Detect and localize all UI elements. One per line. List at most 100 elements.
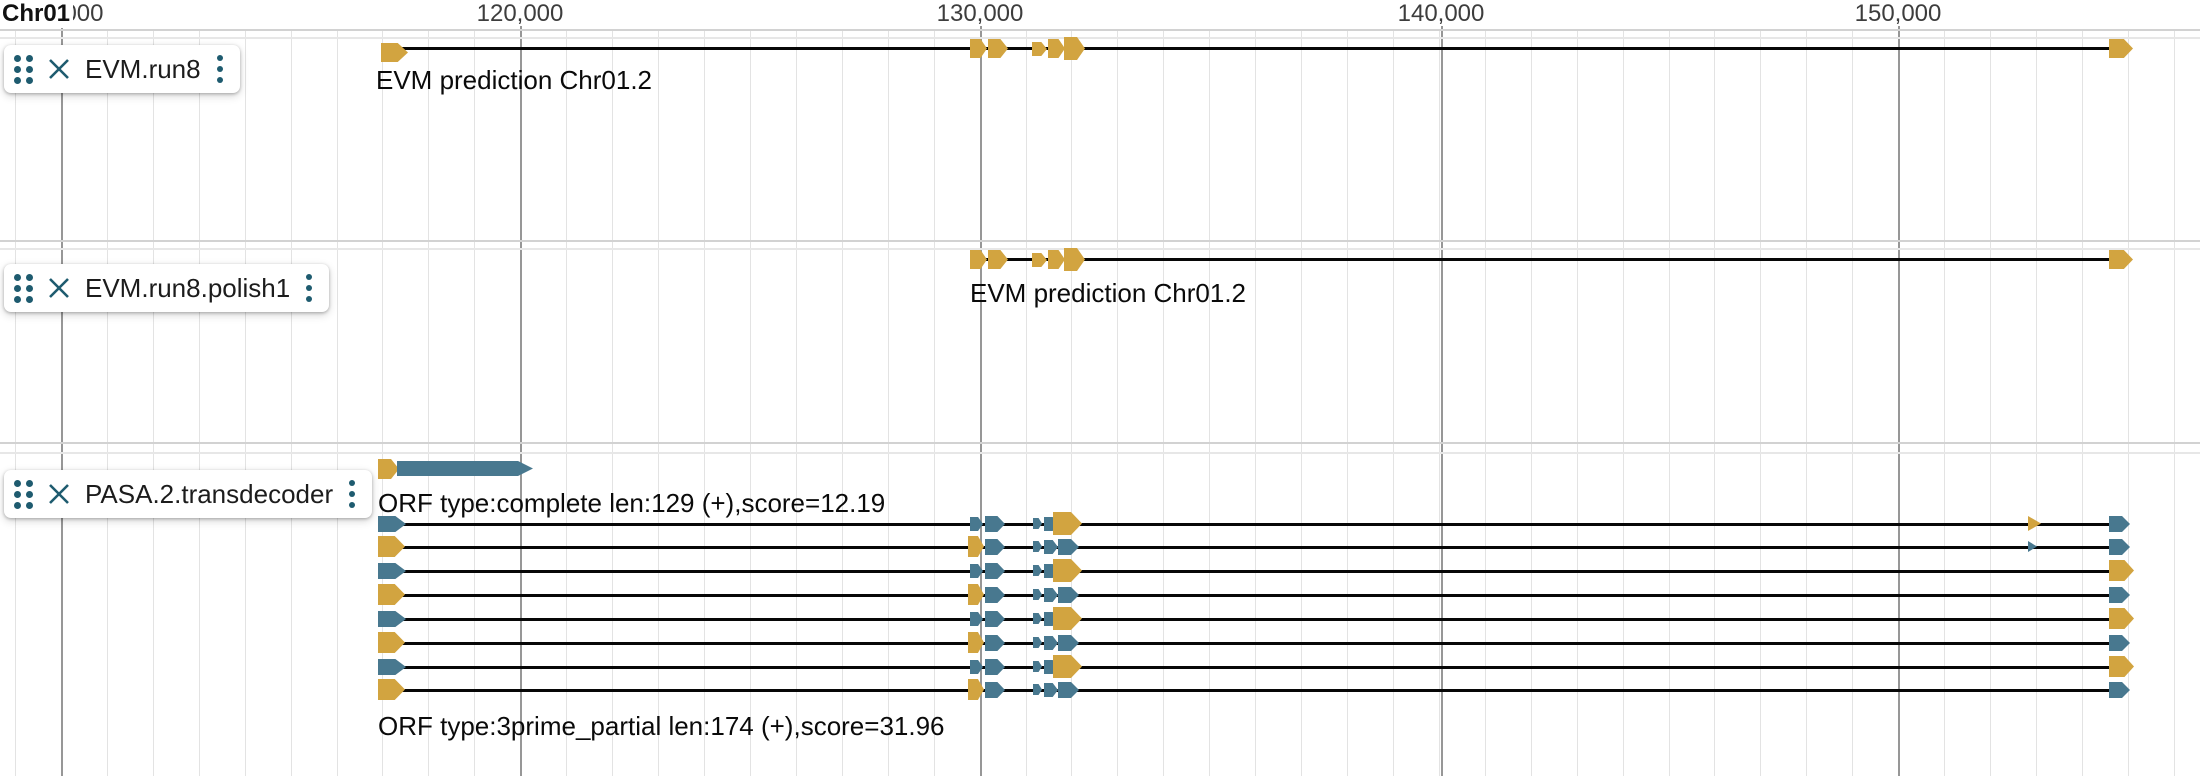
exon-block[interactable]: [1048, 250, 1065, 269]
exon-block[interactable]: [1053, 607, 1082, 630]
exon-block[interactable]: [1048, 39, 1065, 58]
exon-block[interactable]: [1058, 587, 1079, 603]
exon-block[interactable]: [2109, 516, 2130, 532]
exon-block[interactable]: [1033, 518, 1042, 529]
exon-block[interactable]: [2109, 682, 2130, 698]
exon-block[interactable]: [968, 679, 984, 700]
exon-block[interactable]: [1033, 541, 1042, 552]
exon-block[interactable]: [1053, 512, 1082, 535]
track-menu-icon[interactable]: [303, 274, 315, 302]
exon-block[interactable]: [968, 584, 984, 605]
exon-block[interactable]: [985, 682, 1005, 698]
exon-block[interactable]: [2109, 39, 2133, 58]
exon-block[interactable]: [988, 250, 1008, 269]
gridline-minor: [933, 30, 935, 776]
drag-handle-icon[interactable]: [14, 54, 33, 84]
exon-block[interactable]: [985, 563, 1005, 579]
exon-block[interactable]: [378, 611, 406, 627]
exon-block[interactable]: [970, 39, 987, 58]
exon-block[interactable]: [988, 39, 1008, 58]
exon-block[interactable]: [378, 516, 406, 532]
feature-label: EVM prediction Chr01.2: [376, 65, 653, 95]
exon-block[interactable]: [381, 43, 408, 62]
gene-body-line[interactable]: [388, 570, 2127, 573]
exon-block[interactable]: [2109, 560, 2134, 581]
exon-block[interactable]: [970, 612, 983, 626]
exon-block[interactable]: [1058, 635, 1079, 651]
exon-block[interactable]: [2028, 516, 2041, 531]
exon-block[interactable]: [1032, 253, 1047, 267]
gene-body-line[interactable]: [388, 689, 2127, 692]
close-track-icon[interactable]: [46, 481, 72, 507]
exon-block[interactable]: [968, 632, 984, 653]
exon-block[interactable]: [985, 587, 1005, 603]
track-label-chip[interactable]: PASA.2.transdecoder: [4, 470, 373, 518]
exon-block[interactable]: [985, 539, 1005, 555]
drag-handle-icon[interactable]: [14, 273, 33, 303]
exon-block[interactable]: [2109, 539, 2130, 555]
exon-block[interactable]: [378, 679, 405, 700]
gene-body-line[interactable]: [388, 618, 2127, 621]
exon-block[interactable]: [1044, 540, 1058, 554]
exon-block[interactable]: [397, 461, 533, 476]
exon-block[interactable]: [1044, 636, 1058, 650]
gene-body-line[interactable]: [388, 666, 2127, 669]
exon-block[interactable]: [378, 536, 405, 557]
track-boundary: [0, 248, 2200, 250]
exon-block[interactable]: [2109, 608, 2134, 629]
exon-block[interactable]: [2109, 656, 2134, 677]
exon-block[interactable]: [378, 459, 399, 479]
gridline-minor: [1530, 30, 1532, 776]
exon-block[interactable]: [985, 635, 1005, 651]
exon-block[interactable]: [2109, 587, 2130, 603]
exon-block[interactable]: [985, 516, 1005, 532]
exon-block[interactable]: [1064, 37, 1085, 60]
gene-body-line[interactable]: [388, 642, 2127, 645]
exon-block[interactable]: [1033, 589, 1042, 600]
exon-block[interactable]: [1033, 661, 1042, 672]
gridline-major: [1441, 26, 1443, 776]
gene-body-line[interactable]: [980, 258, 2121, 261]
exon-block[interactable]: [968, 536, 984, 557]
exon-block[interactable]: [970, 564, 983, 578]
drag-handle-icon[interactable]: [14, 479, 33, 509]
gene-body-line[interactable]: [388, 546, 2127, 549]
close-track-icon[interactable]: [46, 56, 72, 82]
track-label-chip[interactable]: EVM.run8.polish1: [4, 264, 330, 312]
exon-block[interactable]: [2109, 250, 2133, 269]
gridline-minor: [1071, 30, 1073, 776]
track-menu-icon[interactable]: [214, 55, 226, 83]
exon-block[interactable]: [378, 563, 406, 579]
exon-block[interactable]: [1044, 588, 1058, 602]
exon-block[interactable]: [1033, 613, 1042, 624]
exon-block[interactable]: [1053, 559, 1082, 582]
exon-block[interactable]: [970, 660, 983, 674]
exon-block[interactable]: [1058, 682, 1079, 698]
exon-block[interactable]: [1058, 539, 1079, 555]
gene-body-line[interactable]: [388, 594, 2127, 597]
close-track-icon[interactable]: [46, 275, 72, 301]
exon-block[interactable]: [2028, 541, 2037, 552]
gene-body-line[interactable]: [388, 523, 2127, 526]
exon-block[interactable]: [1064, 248, 1085, 271]
exon-block[interactable]: [1032, 42, 1047, 56]
exon-block[interactable]: [1033, 684, 1042, 695]
exon-block[interactable]: [1033, 637, 1042, 648]
gridline-minor: [703, 30, 705, 776]
track-menu-icon[interactable]: [346, 480, 358, 508]
exon-block[interactable]: [378, 632, 405, 653]
exon-block[interactable]: [2109, 635, 2130, 651]
ruler-tick-label: 140,000: [1397, 0, 1485, 27]
exon-block[interactable]: [1044, 683, 1058, 697]
exon-block[interactable]: [985, 659, 1005, 675]
exon-block[interactable]: [970, 250, 987, 269]
gene-body-line[interactable]: [395, 47, 2121, 50]
exon-block[interactable]: [985, 611, 1005, 627]
track-label-chip[interactable]: EVM.run8: [4, 45, 240, 93]
exon-block[interactable]: [970, 517, 983, 531]
exon-block[interactable]: [378, 659, 406, 675]
exon-block[interactable]: [1033, 565, 1042, 576]
exon-block[interactable]: [378, 584, 405, 605]
exon-block[interactable]: [1053, 655, 1082, 678]
